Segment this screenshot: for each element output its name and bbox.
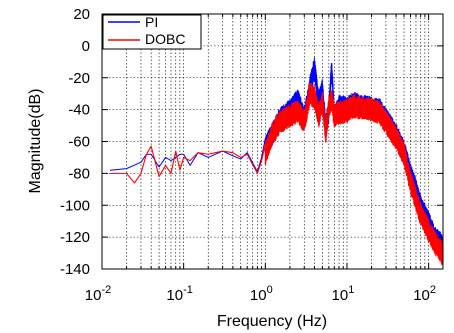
x-tick-labels: 10-2 10-1 100 101 102	[85, 284, 436, 304]
x-tick-label-base: 10	[413, 287, 430, 304]
x-tick-label: 100	[250, 284, 273, 304]
grid-lines	[101, 13, 443, 270]
legend-label-pi: PI	[145, 14, 158, 30]
x-tick-label-base: 10	[166, 287, 183, 304]
y-tick-label: -60	[68, 134, 90, 151]
y-tick-label: -20	[68, 70, 90, 87]
x-tick-label: 101	[332, 284, 355, 304]
x-tick-label-base: 10	[250, 287, 267, 304]
x-tick-label-exponent: 0	[267, 284, 273, 296]
tick-marks	[101, 13, 443, 270]
legend-box	[102, 14, 202, 50]
y-tick-label: 20	[73, 6, 90, 23]
x-tick-label-exponent: -2	[101, 284, 111, 296]
x-tick-label: 10-1	[166, 284, 192, 304]
x-tick-label-exponent: 2	[430, 284, 436, 296]
y-axis-label: Magnitude(dB)	[27, 89, 44, 194]
x-tick-label: 10-2	[85, 284, 111, 304]
y-tick-label: -100	[60, 197, 90, 214]
x-tick-label-base: 10	[85, 287, 102, 304]
y-tick-label: -40	[68, 102, 90, 119]
x-tick-label: 102	[413, 284, 436, 304]
legend-label-dobc: DOBC	[145, 31, 185, 47]
series-group	[109, 57, 444, 266]
legend: PI DOBC	[102, 14, 202, 50]
x-axis-label: Frequency (Hz)	[217, 313, 327, 330]
y-tick-labels: 20 0 -20 -40 -60 -80 -100 -120 -140	[60, 6, 90, 278]
x-tick-label-exponent: -1	[183, 284, 193, 296]
y-tick-label: -140	[60, 261, 90, 278]
series-line-dobc	[109, 81, 444, 266]
y-tick-label: 0	[82, 38, 90, 55]
y-tick-label: -80	[68, 165, 90, 182]
x-tick-label-base: 10	[332, 287, 349, 304]
y-tick-label: -120	[60, 229, 90, 246]
x-tick-label-exponent: 1	[348, 284, 354, 296]
